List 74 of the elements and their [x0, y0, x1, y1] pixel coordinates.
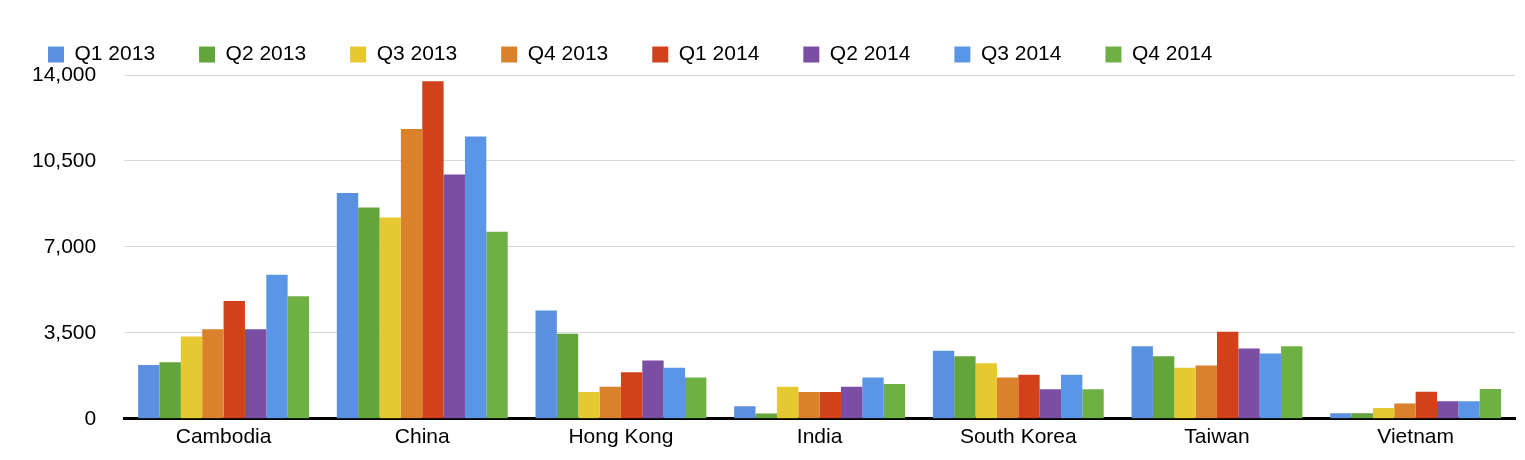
bar [400, 129, 423, 419]
bar [954, 356, 976, 419]
bar [223, 300, 245, 419]
legend-label: Q1 2014 [678, 41, 760, 65]
bar [138, 365, 160, 419]
bar [840, 386, 863, 419]
legend-label: Q2 2014 [829, 41, 911, 65]
bar [1351, 413, 1373, 419]
bar [244, 329, 267, 419]
bar [755, 413, 777, 419]
bar [883, 383, 906, 419]
bar [975, 363, 997, 419]
bar [1238, 348, 1260, 419]
bar [1082, 389, 1104, 419]
bar [159, 362, 181, 419]
bar [663, 367, 686, 419]
bar [1479, 389, 1502, 419]
bar [932, 350, 955, 419]
legend-label: Q3 2013 [376, 41, 458, 65]
bar [1195, 365, 1217, 419]
bar [336, 193, 359, 419]
bar [1372, 408, 1395, 419]
bar [358, 207, 380, 419]
bar [1458, 401, 1480, 419]
bar [996, 377, 1019, 419]
bar [1415, 391, 1438, 419]
bar [1437, 401, 1459, 419]
bar [422, 81, 444, 419]
bar [1394, 403, 1416, 419]
bar [862, 377, 884, 419]
bar [1131, 346, 1153, 419]
bar [734, 406, 756, 419]
bar [287, 296, 309, 419]
bar [642, 360, 664, 419]
bar [202, 329, 224, 419]
bar [578, 392, 600, 419]
bar [443, 174, 465, 419]
y-tick-label: 7,000 [43, 233, 97, 257]
bar [535, 310, 557, 419]
legend-label: Q3 2014 [980, 41, 1062, 65]
x-tick-label: South Korea [959, 424, 1077, 448]
bar [379, 217, 401, 419]
bar [486, 231, 508, 419]
bar [1061, 374, 1083, 419]
bar [685, 377, 707, 419]
x-tick-label: Cambodia [175, 424, 272, 448]
x-tick-label: Taiwan [1184, 424, 1250, 448]
x-tick-label: China [394, 424, 450, 448]
y-tick-label: 3,500 [43, 319, 97, 343]
bar [1152, 356, 1175, 419]
bar [464, 136, 487, 419]
x-tick-label: Hong Kong [568, 424, 674, 448]
bar [556, 333, 579, 419]
bar [1018, 374, 1040, 419]
bar [1216, 331, 1239, 419]
bar [1330, 413, 1352, 419]
bar [776, 386, 799, 419]
y-tick-label: 10,500 [32, 147, 97, 171]
legend-label: Q4 2014 [1131, 41, 1213, 65]
x-tick-label: Vietnam [1377, 424, 1454, 448]
bar [1174, 367, 1196, 419]
y-tick-label: 0 [84, 405, 97, 429]
legend-label: Q2 2013 [225, 41, 307, 65]
legend-label: Q4 2013 [527, 41, 609, 65]
bar [599, 386, 621, 419]
bar [798, 392, 820, 419]
x-tick-label: India [796, 424, 843, 448]
bar [180, 336, 203, 419]
bar [1039, 389, 1062, 419]
bar [266, 274, 288, 419]
bar [819, 392, 841, 419]
bar [620, 372, 643, 419]
bar [1259, 353, 1282, 419]
bar [1281, 346, 1303, 419]
